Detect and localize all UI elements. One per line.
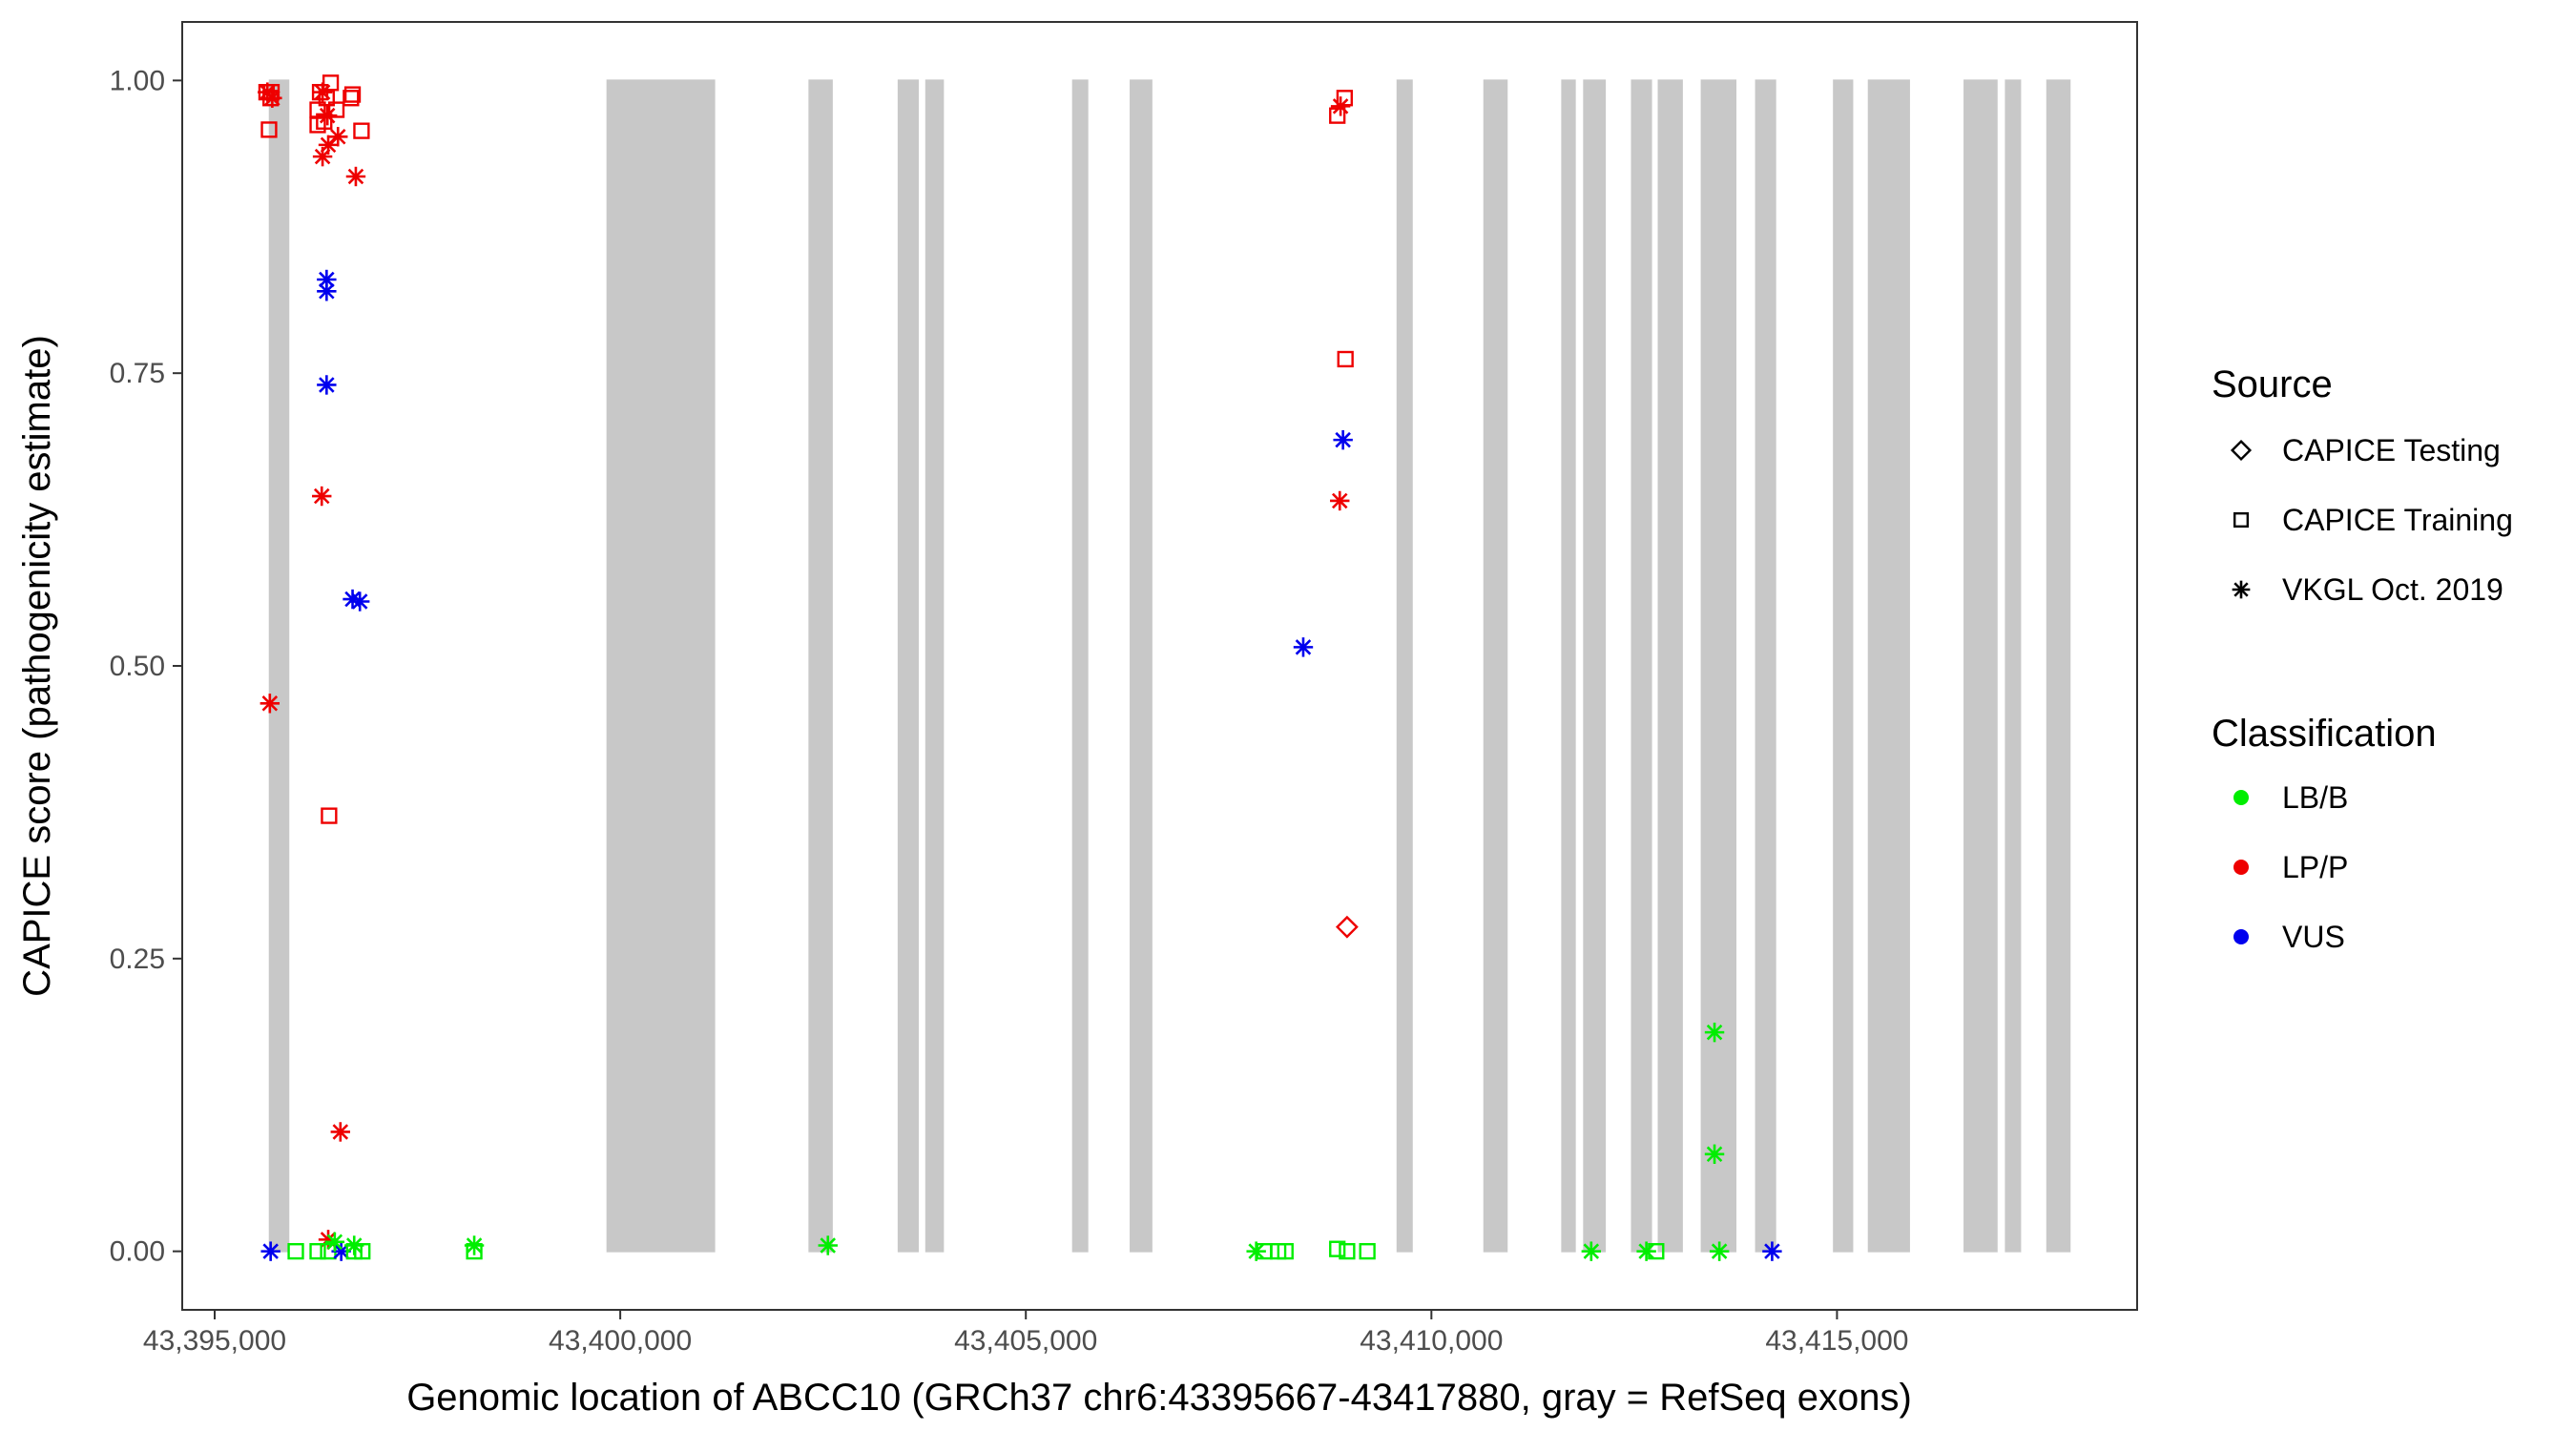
y-tick-label: 0.25 [110,944,165,975]
legend-source: Source CAPICE Testing CAPICE Training VKGL… [2212,363,2513,607]
legend-class-label: LP/P [2282,850,2348,884]
data-point [818,1235,838,1255]
legend-classification: Classification LB/B LP/P VUS [2212,713,2437,954]
exon-band [1071,79,1089,1253]
exon-band [1755,79,1776,1253]
data-point [345,166,366,187]
y-tick-label: 1.00 [110,65,165,96]
data-point [262,88,282,108]
exon-bands [268,79,2071,1253]
y-axis-title: CAPICE score (pathogenicity estimate) [16,335,58,997]
exon-band [897,79,919,1253]
data-point [330,1122,350,1142]
legend-source-key [2232,580,2251,599]
data-point [1704,1022,1725,1043]
data-point [1709,1241,1730,1261]
y-tick-label: 0.75 [110,358,165,389]
legend-class-label: VUS [2282,920,2345,954]
legend-class-key [2233,860,2249,875]
exon-band [1631,79,1652,1253]
data-point [1762,1241,1782,1261]
x-axis: 43,395,000 43,400,000 43,405,000 43,410,000… [143,1310,1909,1357]
data-points [258,74,1782,1261]
data-point [1337,350,1354,368]
exon-band [1963,79,1998,1253]
exon-band [1483,79,1508,1253]
data-point [1359,1242,1376,1260]
x-tick-label: 43,400,000 [549,1325,692,1357]
legend-source-label: VKGL Oct. 2019 [2282,572,2503,607]
data-point [1336,915,1359,939]
x-axis-title: Genomic location of ABCC10 (GRCh37 chr6:… [406,1377,1912,1419]
x-tick-label: 43,405,000 [954,1325,1097,1357]
legend-source-label: CAPICE Testing [2282,433,2501,467]
data-point [354,1242,371,1260]
exon-band [1583,79,1607,1253]
data-point [343,90,360,107]
data-point [343,86,362,103]
legend-source-title: Source [2212,363,2333,405]
data-point [312,82,333,102]
data-point [317,105,338,126]
exon-band [606,79,716,1253]
data-point [1329,1240,1346,1257]
data-point [317,375,337,395]
data-point [324,1232,345,1253]
exon-band [268,79,290,1253]
y-axis: 0.00 0.25 0.50 0.75 1.00 [110,65,182,1268]
data-point [309,116,326,134]
data-point [287,1242,304,1260]
legend-classification-title: Classification [2212,713,2437,755]
data-point [318,135,339,156]
data-point [1636,1241,1656,1261]
exon-band [808,79,833,1253]
data-point [1704,1144,1725,1164]
data-point [260,121,278,138]
x-tick-label: 43,410,000 [1360,1325,1503,1357]
data-point [1581,1241,1602,1261]
legend-source-label: CAPICE Training [2282,503,2513,537]
data-point [309,1242,326,1260]
data-point [1333,429,1353,450]
exon-band [2005,79,2022,1253]
exon-band [1833,79,1854,1253]
exon-band [1561,79,1576,1253]
data-point [321,807,338,824]
legend-source-key [2230,439,2253,462]
data-point [1648,1242,1665,1260]
data-point [312,486,332,507]
y-tick-label: 0.50 [110,651,165,682]
legend-class-key [2233,790,2249,805]
x-tick-label: 43,395,000 [143,1325,286,1357]
data-point [318,90,335,107]
data-point [466,1242,483,1260]
exon-band [1700,79,1736,1253]
data-point [349,591,370,612]
exon-band [2046,79,2071,1253]
exon-band [1657,79,1683,1253]
legend-class-label: LB/B [2282,780,2348,815]
y-tick-label: 0.00 [110,1236,165,1268]
legend-class-key [2233,929,2249,944]
exon-band [1396,79,1413,1253]
data-point [353,122,370,139]
x-tick-label: 43,415,000 [1765,1325,1908,1357]
data-point [260,694,280,714]
data-point [317,281,337,301]
legend-source-key [2233,511,2250,529]
data-point [260,1241,280,1261]
exon-band [1130,79,1153,1253]
exon-band [924,79,945,1253]
exon-band [1867,79,1910,1253]
data-point [1293,637,1314,657]
data-point [1330,96,1351,116]
data-point [1330,490,1350,511]
data-point [1339,1242,1356,1260]
data-point [1277,1242,1294,1260]
data-point [327,101,345,118]
